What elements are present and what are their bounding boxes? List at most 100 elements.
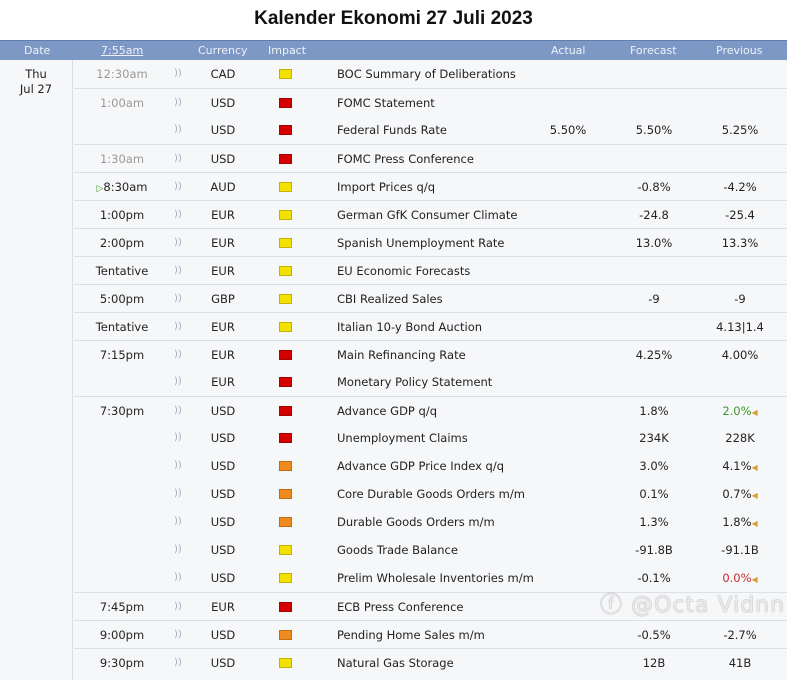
sound-icon[interactable]: )) bbox=[174, 544, 182, 555]
impact-low-icon[interactable] bbox=[279, 69, 292, 79]
table-row[interactable]: )) USD Goods Trade Balance -91.8B -91.1B bbox=[74, 536, 787, 564]
revised-icon[interactable]: ◀ bbox=[751, 408, 758, 417]
event-title[interactable]: Federal Funds Rate bbox=[337, 123, 447, 137]
impact-high-icon[interactable] bbox=[279, 602, 292, 612]
revised-icon[interactable]: ◀ bbox=[751, 491, 758, 500]
sound-icon[interactable]: )) bbox=[174, 97, 182, 108]
impact-high-icon[interactable] bbox=[279, 433, 292, 443]
event-title[interactable]: Durable Goods Orders m/m bbox=[337, 515, 495, 529]
event-title[interactable]: Spanish Unemployment Rate bbox=[337, 236, 505, 250]
impact-medium-icon[interactable] bbox=[279, 517, 292, 527]
event-title[interactable]: Italian 10-y Bond Auction bbox=[337, 320, 483, 334]
event-title[interactable]: Monetary Policy Statement bbox=[337, 375, 493, 389]
sound-icon[interactable]: )) bbox=[174, 405, 182, 416]
actual-value: 5.50% bbox=[549, 123, 587, 137]
sound-icon[interactable]: )) bbox=[174, 516, 182, 527]
sound-icon[interactable]: )) bbox=[174, 657, 182, 668]
impact-low-icon[interactable] bbox=[279, 322, 292, 332]
impact-high-icon[interactable] bbox=[279, 377, 292, 387]
impact-medium-icon[interactable] bbox=[279, 489, 292, 499]
impact-high-icon[interactable] bbox=[279, 350, 292, 360]
sound-icon[interactable]: )) bbox=[174, 572, 182, 583]
event-title[interactable]: Unemployment Claims bbox=[337, 431, 468, 445]
revised-icon[interactable]: ◀ bbox=[751, 463, 758, 472]
event-title[interactable]: ECB Press Conference bbox=[337, 600, 464, 614]
impact-low-icon[interactable] bbox=[279, 238, 292, 248]
table-row[interactable]: 7:15pm)) EUR Main Refinancing Rate 4.25% 4.0… bbox=[74, 340, 787, 369]
sound-icon[interactable]: )) bbox=[174, 460, 182, 471]
table-row[interactable]: )) USD Federal Funds Rate 5.50% 5.50% 5.25% bbox=[74, 116, 787, 144]
event-title[interactable]: Core Durable Goods Orders m/m bbox=[337, 487, 525, 501]
event-title[interactable]: Advance GDP Price Index q/q bbox=[337, 459, 505, 473]
sound-icon[interactable]: )) bbox=[174, 488, 182, 499]
forecast-value: -0.8% bbox=[637, 180, 671, 194]
table-row[interactable]: )) USD Unemployment Claims 234K 228K bbox=[74, 424, 787, 452]
impact-low-icon[interactable] bbox=[279, 182, 292, 192]
impact-high-icon[interactable] bbox=[279, 154, 292, 164]
table-row[interactable]: Tentative)) EUR Italian 10-y Bond Auction 4… bbox=[74, 312, 787, 341]
sound-icon[interactable]: )) bbox=[174, 376, 182, 387]
table-row[interactable]: ▷8:30am)) AUD Import Prices q/q -0.8% -4.2% bbox=[74, 172, 787, 201]
table-row[interactable]: 1:30am)) USD FOMC Press Conference bbox=[74, 144, 787, 173]
sound-icon[interactable]: )) bbox=[174, 601, 182, 612]
impact-high-icon[interactable] bbox=[279, 406, 292, 416]
sound-icon[interactable]: )) bbox=[174, 321, 182, 332]
impact-medium-icon[interactable] bbox=[279, 630, 292, 640]
time-text: 1:30am bbox=[99, 152, 145, 166]
table-row[interactable]: 5:00pm)) GBP CBI Realized Sales -9 -9 bbox=[74, 284, 787, 313]
event-title[interactable]: CBI Realized Sales bbox=[337, 292, 443, 306]
event-title[interactable]: Main Refinancing Rate bbox=[337, 348, 466, 362]
table-row[interactable]: 7:45pm)) EUR ECB Press Conference bbox=[74, 592, 787, 621]
impact-high-icon[interactable] bbox=[279, 98, 292, 108]
sound-icon[interactable]: )) bbox=[174, 153, 182, 164]
sound-icon[interactable]: )) bbox=[174, 237, 182, 248]
table-row[interactable]: 9:00pm)) USD Pending Home Sales m/m -0.5% -2… bbox=[74, 620, 787, 649]
impact-low-icon[interactable] bbox=[279, 210, 292, 220]
event-title[interactable]: FOMC Statement bbox=[337, 96, 435, 110]
event-title[interactable]: BOC Summary of Deliberations bbox=[337, 67, 516, 81]
event-title[interactable]: Goods Trade Balance bbox=[337, 543, 458, 557]
forecast-value: 3.0% bbox=[639, 459, 669, 473]
sound-icon[interactable]: )) bbox=[174, 181, 182, 192]
impact-low-icon[interactable] bbox=[279, 658, 292, 668]
table-row[interactable]: 7:30pm)) USD Advance GDP q/q 1.8% 2.0%◀ bbox=[74, 396, 787, 425]
revised-icon[interactable]: ◀ bbox=[751, 575, 758, 584]
event-title[interactable]: Pending Home Sales m/m bbox=[337, 628, 485, 642]
sound-icon[interactable]: )) bbox=[174, 293, 182, 304]
impact-medium-icon[interactable] bbox=[279, 461, 292, 471]
table-row[interactable]: )) USD Core Durable Goods Orders m/m 0.1% 0.… bbox=[74, 480, 787, 508]
currency: USD bbox=[210, 571, 236, 585]
table-row[interactable]: 1:00am)) USD FOMC Statement bbox=[74, 88, 787, 117]
sound-icon[interactable]: )) bbox=[174, 349, 182, 360]
event-title[interactable]: Import Prices q/q bbox=[337, 180, 435, 194]
event-title[interactable]: EU Economic Forecasts bbox=[337, 264, 471, 278]
event-title[interactable]: German GfK Consumer Climate bbox=[337, 208, 518, 222]
event-title[interactable]: Advance GDP q/q bbox=[337, 404, 437, 418]
sound-icon[interactable]: )) bbox=[174, 209, 182, 220]
event-title[interactable]: Natural Gas Storage bbox=[337, 656, 454, 670]
revised-icon[interactable]: ◀ bbox=[751, 519, 758, 528]
event-title[interactable]: Prelim Wholesale Inventories m/m bbox=[337, 571, 534, 585]
table-row[interactable]: )) USD Prelim Wholesale Inventories m/m -0.… bbox=[74, 564, 787, 592]
sound-icon[interactable]: )) bbox=[174, 629, 182, 640]
sound-icon[interactable]: )) bbox=[174, 265, 182, 276]
table-row[interactable]: )) EUR Monetary Policy Statement bbox=[74, 368, 787, 396]
forecast-value: -0.5% bbox=[637, 628, 671, 642]
impact-low-icon[interactable] bbox=[279, 545, 292, 555]
table-row[interactable]: )) USD Advance GDP Price Index q/q 3.0% 4.1%… bbox=[74, 452, 787, 480]
impact-low-icon[interactable] bbox=[279, 573, 292, 583]
table-row[interactable]: 9:30pm)) USD Natural Gas Storage 12B 41B bbox=[74, 648, 787, 677]
impact-low-icon[interactable] bbox=[279, 294, 292, 304]
sound-icon[interactable]: )) bbox=[174, 68, 182, 79]
table-row[interactable]: 1:00pm)) EUR German GfK Consumer Climate -2… bbox=[74, 200, 787, 229]
table-row[interactable]: 12:30am)) CAD BOC Summary of Deliberations bbox=[74, 60, 787, 88]
impact-high-icon[interactable] bbox=[279, 125, 292, 135]
sound-icon[interactable]: )) bbox=[174, 432, 182, 443]
table-row[interactable]: )) USD Durable Goods Orders m/m 1.3% 1.8%◀ bbox=[74, 508, 787, 536]
current-time-link[interactable]: 7:55am bbox=[101, 44, 144, 57]
event-title[interactable]: FOMC Press Conference bbox=[337, 152, 474, 166]
table-row[interactable]: Tentative)) EUR EU Economic Forecasts bbox=[74, 256, 787, 285]
impact-low-icon[interactable] bbox=[279, 266, 292, 276]
sound-icon[interactable]: )) bbox=[174, 124, 182, 135]
table-row[interactable]: 2:00pm)) EUR Spanish Unemployment Rate 13.0… bbox=[74, 228, 787, 257]
